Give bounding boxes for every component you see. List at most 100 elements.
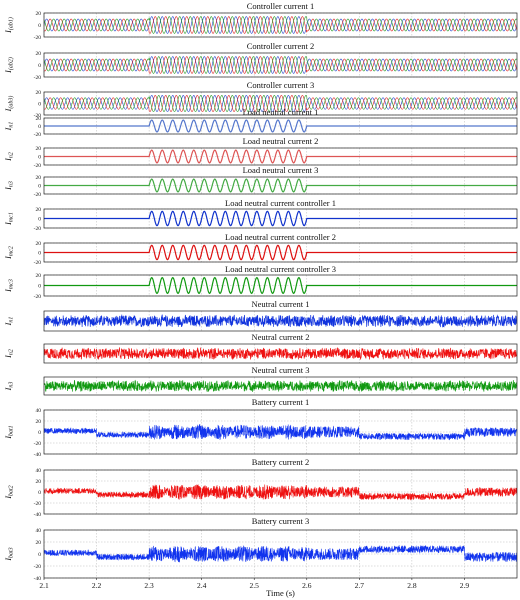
subplot-title: Load neutral current controller 2 bbox=[225, 232, 336, 242]
plot-frame bbox=[43, 469, 518, 515]
series-line-phase-3 bbox=[44, 95, 517, 112]
y-tick-label: 20 bbox=[36, 241, 42, 247]
plot-frame bbox=[43, 52, 518, 78]
y-tick-label: 0 bbox=[38, 155, 41, 161]
subplot-10: Neutral current 1 In1 bbox=[4, 299, 518, 332]
series-line-phase-2 bbox=[44, 56, 517, 74]
y-tick-label: 0 bbox=[38, 217, 41, 223]
y-tick-label: 20 bbox=[36, 11, 42, 17]
subplot-12: Neutral current 3 In3 bbox=[4, 365, 518, 396]
series-line bbox=[44, 424, 517, 441]
subplot-title: Battery current 3 bbox=[252, 516, 310, 526]
x-tick-label: 2.8 bbox=[407, 581, 417, 590]
y-axis-label: Ibat2 bbox=[4, 485, 15, 499]
subplot-title: Load neutral current 2 bbox=[243, 136, 319, 146]
y-tick-label: 20 bbox=[36, 479, 42, 485]
y-axis-label: In2 bbox=[4, 152, 15, 162]
x-tick-label: 2.5 bbox=[250, 581, 260, 590]
y-tick-label: 0 bbox=[38, 102, 41, 108]
y-tick-label: 20 bbox=[36, 116, 42, 122]
plot-frame bbox=[43, 310, 518, 332]
x-tick-label: 2.1 bbox=[39, 581, 49, 590]
y-axis-label: In1 bbox=[4, 122, 15, 132]
subplot-7: Load neutral current controller 1 Imc1 20 0… bbox=[4, 198, 518, 232]
plot-frame bbox=[43, 176, 518, 195]
subplot-title: Battery current 1 bbox=[252, 397, 310, 407]
series-line bbox=[44, 244, 517, 261]
subplot-title: Load neutral current 3 bbox=[243, 165, 319, 175]
x-tick-label: 2.7 bbox=[355, 581, 365, 590]
series-line bbox=[44, 119, 517, 133]
subplot-13: Battery current 1 Ibat1 40 20 0 -20 -40 bbox=[4, 397, 518, 458]
y-tick-label: 0 bbox=[38, 284, 41, 290]
series-line bbox=[44, 210, 517, 227]
series-line-phase-1 bbox=[44, 95, 517, 112]
y-tick-label: -20 bbox=[34, 35, 42, 41]
subplot-title: Controller current 1 bbox=[247, 1, 315, 11]
x-tick-label: 2.4 bbox=[197, 581, 207, 590]
subplot-1: Controller current 1 I(ab1) 20 0 -20 bbox=[4, 1, 518, 41]
y-tick-label: 0 bbox=[38, 552, 41, 558]
subplot-title: Controller current 2 bbox=[247, 41, 315, 51]
y-tick-label: -20 bbox=[34, 441, 42, 447]
y-axis-label: In3 bbox=[4, 181, 15, 191]
y-tick-label: -20 bbox=[34, 192, 42, 198]
y-tick-label: 0 bbox=[38, 63, 41, 69]
y-axis-label: Ibat1 bbox=[4, 425, 15, 439]
y-tick-label: 20 bbox=[36, 90, 42, 96]
y-axis-label: Imc2 bbox=[4, 246, 15, 260]
y-tick-label: -20 bbox=[34, 163, 42, 169]
y-tick-label: 40 bbox=[36, 408, 42, 414]
series-line bbox=[44, 484, 517, 501]
y-tick-label: -20 bbox=[34, 75, 42, 81]
y-axis-label: In3 bbox=[4, 382, 15, 392]
y-tick-label: -20 bbox=[34, 564, 42, 570]
y-tick-label: 0 bbox=[38, 430, 41, 436]
y-tick-label: -20 bbox=[34, 260, 42, 266]
y-tick-label: 0 bbox=[38, 23, 41, 29]
y-tick-label: 40 bbox=[36, 528, 42, 534]
subplot-14: Battery current 2 Ibat2 40 20 0 -20 -40 bbox=[4, 457, 518, 518]
series-line bbox=[44, 379, 517, 393]
y-tick-label: 0 bbox=[38, 490, 41, 496]
series-line bbox=[44, 178, 517, 193]
series-line bbox=[44, 347, 517, 361]
series-line-phase-3 bbox=[44, 56, 517, 74]
plot-frame bbox=[43, 147, 518, 166]
subplot-3: Controller current 3 I(ab3) 20 0 -20 bbox=[4, 80, 518, 119]
subplot-title: Controller current 3 bbox=[247, 80, 315, 90]
series-line-phase-2 bbox=[44, 16, 517, 34]
y-tick-label: 20 bbox=[36, 175, 42, 181]
y-tick-label: 0 bbox=[38, 184, 41, 190]
subplot-5: Load neutral current 2 In2 20 0 -20 bbox=[4, 136, 518, 169]
y-tick-label: 20 bbox=[36, 146, 42, 152]
plot-frame bbox=[43, 529, 518, 579]
subplot-8: Load neutral current controller 2 Imc2 20 0… bbox=[4, 232, 518, 266]
x-axis-label: Time (s) bbox=[266, 588, 295, 598]
plot-frame bbox=[43, 91, 518, 116]
y-tick-label: 20 bbox=[36, 273, 42, 279]
series-line-phase-2 bbox=[44, 95, 517, 112]
y-tick-label: -20 bbox=[34, 294, 42, 300]
plot-frame bbox=[43, 376, 518, 396]
y-tick-label: 20 bbox=[36, 51, 42, 57]
y-axis-label: Imc3 bbox=[4, 279, 15, 293]
series-line bbox=[44, 276, 517, 295]
subplot-11: Neutral current 2 In2 bbox=[4, 332, 518, 364]
y-tick-label: -40 bbox=[34, 576, 42, 582]
x-tick-label: 2.9 bbox=[460, 581, 470, 590]
series-line bbox=[44, 149, 517, 164]
subplot-title: Neutral current 3 bbox=[251, 365, 309, 375]
y-tick-label: -40 bbox=[34, 512, 42, 518]
y-tick-label: 20 bbox=[36, 540, 42, 546]
subplot-title: Neutral current 2 bbox=[251, 332, 309, 342]
plot-frame bbox=[43, 12, 518, 38]
subplot-title: Load neutral current controller 1 bbox=[225, 198, 336, 208]
subplot-6: Load neutral current 3 In3 20 0 -20 bbox=[4, 165, 518, 198]
y-axis-label: Ibat3 bbox=[4, 547, 15, 561]
y-axis-label: In1 bbox=[4, 317, 15, 327]
y-tick-label: 0 bbox=[38, 251, 41, 257]
y-axis-label: I(ab3) bbox=[4, 96, 15, 113]
subplot-2: Controller current 2 I(ab2) 20 0 -20 bbox=[4, 41, 518, 81]
